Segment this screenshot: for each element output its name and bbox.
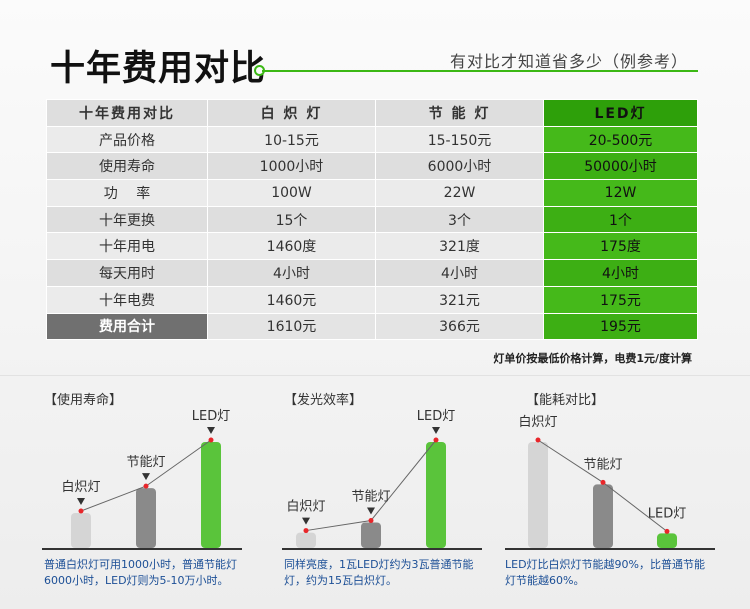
row-label: 功 率 [46, 179, 208, 207]
bar-label-lifespan-2: LED灯 [192, 409, 230, 424]
table-cell: 15个 [207, 205, 376, 234]
table-cell: 3个 [375, 205, 544, 234]
cost-comparison-table: 十年费用对比 白 炽 灯 节 能 灯 LED灯 产品价格 10-15元 15-1… [46, 99, 698, 341]
point-marker-efficiency-0 [303, 528, 309, 534]
bar-lifespan-0 [71, 513, 91, 548]
row-label: 使用寿命 [46, 152, 208, 181]
table-row: 十年更换 15个 3个 1个 [46, 205, 698, 234]
bar-label-energy-0: 白炽灯 [518, 414, 557, 430]
table-cell: 1610元 [207, 312, 376, 341]
bar-label-energy-1: 节能灯 [583, 457, 622, 472]
table-cell-led: 195元 [543, 312, 698, 341]
table-row: 使用寿命 1000小时 6000小时 50000小时 [46, 152, 698, 181]
table-cell: 1000小时 [207, 152, 376, 181]
table-cell-led: 4小时 [543, 259, 698, 287]
point-marker-lifespan-1 [143, 483, 149, 489]
table-footnote: 灯单价按最低价格计算，电费1元/度计算 [493, 352, 692, 365]
row-label: 产品价格 [46, 125, 208, 154]
bar-efficiency-0 [296, 532, 316, 548]
table-row: 每天用时 4小时 4小时 4小时 [46, 259, 698, 287]
bar-label-efficiency-0: 白炽灯 [286, 499, 325, 515]
row-label-total: 费用合计 [46, 312, 208, 341]
table-row: 产品价格 10-15元 15-150元 20-500元 [46, 125, 698, 154]
pointer-icon [207, 427, 215, 434]
point-marker-efficiency-2 [433, 437, 439, 443]
chart-title-lifespan: 【使用寿命】 [44, 393, 123, 408]
table-total-row: 费用合计 1610元 366元 195元 [46, 312, 698, 341]
point-marker-lifespan-2 [208, 437, 214, 443]
chart-title-efficiency: 【发光效率】 [284, 393, 363, 408]
bar-label-efficiency-1: 节能灯 [351, 490, 390, 505]
pointer-icon [432, 427, 440, 434]
table-cell: 321度 [375, 232, 544, 261]
column-header: 白 炽 灯 [207, 99, 376, 127]
bar-lifespan-1 [136, 488, 156, 548]
pointer-icon [142, 473, 150, 481]
table-cell: 15-150元 [375, 125, 544, 154]
bar-label-energy-2: LED灯 [648, 506, 686, 521]
section-divider [0, 375, 750, 376]
bar-energy-2 [657, 533, 677, 548]
chart-caption-efficiency: 同样亮度，1瓦LED灯约为3瓦普通节能灯，约为15瓦白炽灯。 [284, 558, 474, 587]
point-marker-energy-1 [600, 479, 606, 485]
column-header: 节 能 灯 [375, 99, 544, 127]
table-cell: 366元 [375, 312, 544, 341]
row-label: 十年电费 [46, 285, 208, 314]
table-header-row: 十年费用对比 白 炽 灯 节 能 灯 LED灯 [46, 99, 698, 127]
row-label: 每天用时 [46, 259, 208, 287]
chart-baseline [42, 548, 242, 550]
bar-efficiency-1 [361, 522, 381, 548]
table-row: 功 率 100W 22W 12W [46, 179, 698, 207]
bar-efficiency-2 [426, 442, 446, 548]
bar-energy-0 [528, 442, 548, 548]
bar-lifespan-2 [201, 442, 221, 548]
bar-label-lifespan-0: 白炽灯 [61, 479, 100, 495]
pointer-icon [77, 498, 85, 506]
table-cell-led: 175元 [543, 285, 698, 314]
table-cell: 22W [375, 179, 544, 207]
table-cell-led: 175度 [543, 232, 698, 261]
table-cell: 1460元 [207, 285, 376, 314]
table-row: 十年用电 1460度 321度 175度 [46, 232, 698, 261]
chart-baseline [505, 548, 715, 550]
bar-label-lifespan-1: 节能灯 [126, 455, 165, 470]
point-marker-efficiency-1 [368, 518, 374, 523]
chart-caption-lifespan: 普通白炽灯可用1000小时，普通节能灯6000小时，LED灯则为5-10万小时。 [44, 558, 237, 587]
table-row: 十年电费 1460元 321元 175元 [46, 285, 698, 314]
table-cell-led: 20-500元 [543, 125, 698, 154]
page-title: 十年费用对比 [50, 49, 267, 89]
pointer-icon [367, 507, 375, 515]
point-marker-lifespan-0 [78, 508, 84, 514]
table-cell: 10-15元 [207, 125, 376, 154]
trend-line-efficiency [305, 439, 437, 532]
table-cell: 4小时 [207, 259, 376, 287]
chart-caption-energy: LED灯比白炽灯节能越90%，比普通节能灯节能越60%。 [505, 558, 705, 587]
pointer-icon [302, 517, 310, 525]
table-cell: 100W [207, 179, 376, 207]
chart-title-energy: 【能耗对比】 [526, 393, 605, 408]
page-subtitle: 有对比才知道省多少（例参考） [449, 52, 688, 71]
column-header-led: LED灯 [543, 99, 698, 127]
chart-baseline [282, 548, 482, 550]
point-marker-energy-0 [535, 437, 541, 443]
table-cell-led: 12W [543, 179, 698, 207]
bar-label-efficiency-2: LED灯 [417, 409, 455, 424]
column-header: 十年费用对比 [46, 99, 208, 127]
bar-energy-1 [593, 484, 613, 548]
table-cell-led: 1个 [543, 205, 698, 234]
title-rule [262, 70, 698, 72]
point-marker-energy-2 [664, 528, 670, 534]
table-cell: 4小时 [375, 259, 544, 287]
